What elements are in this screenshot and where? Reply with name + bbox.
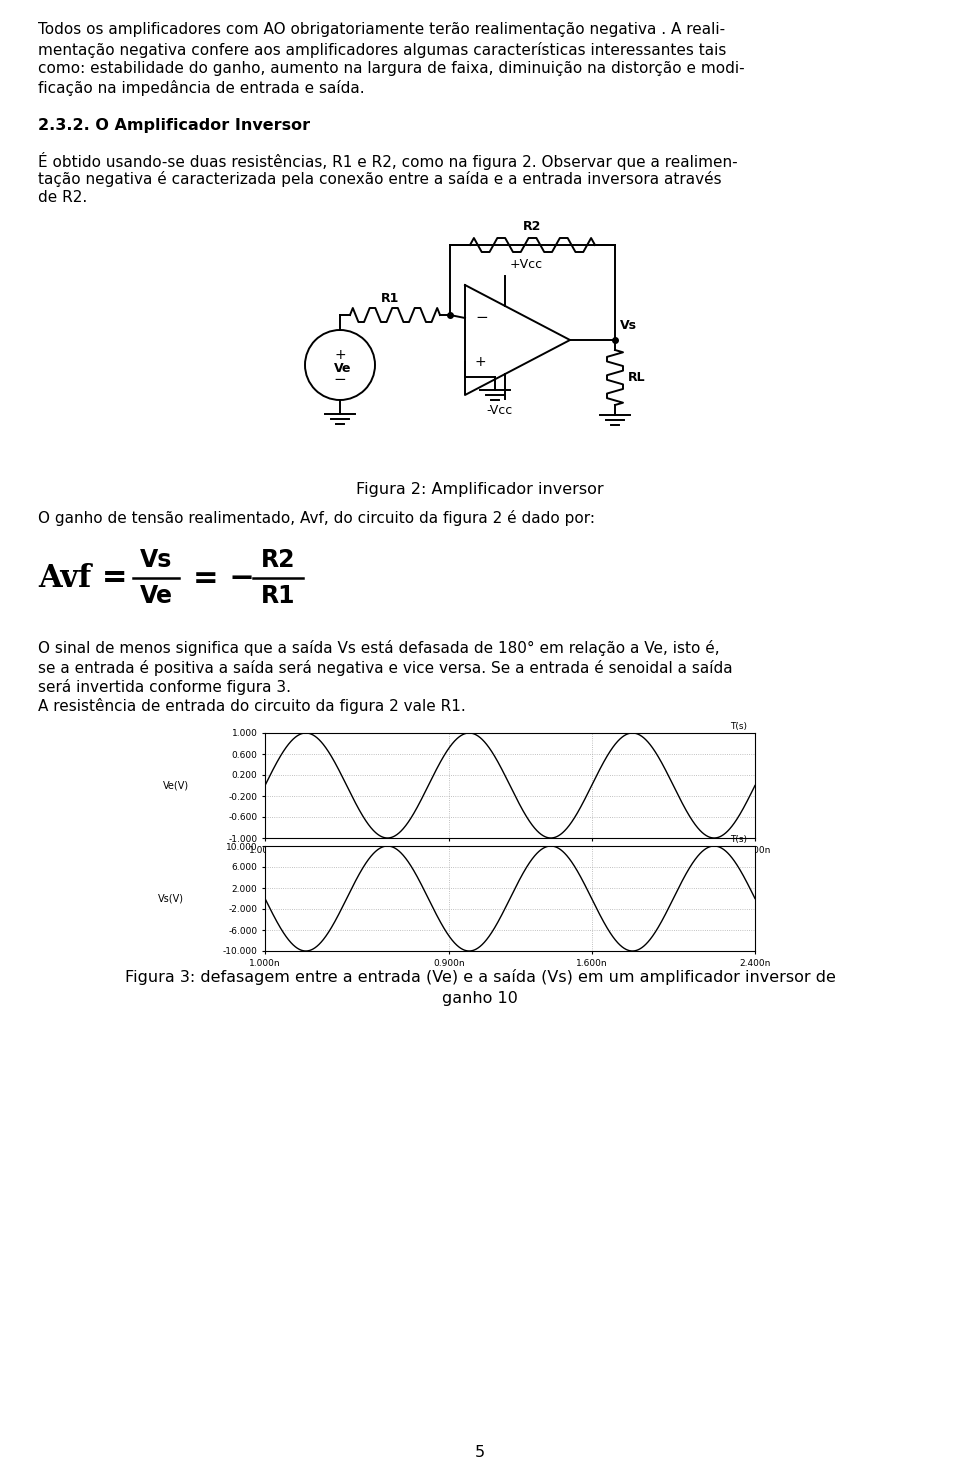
Text: -Vcc: -Vcc <box>487 403 513 417</box>
Text: ganho 10: ganho 10 <box>442 990 518 1005</box>
Text: R2: R2 <box>523 220 541 233</box>
Text: Figura 3: defasagem entre a entrada (Ve) e a saída (Vs) em um amplificador inver: Figura 3: defasagem entre a entrada (Ve)… <box>125 970 835 984</box>
Text: Vs: Vs <box>140 549 172 572</box>
Y-axis label: Vs(V): Vs(V) <box>157 893 183 904</box>
Text: Todos os amplificadores com AO obrigatoriamente terão realimentação negativa . A: Todos os amplificadores com AO obrigator… <box>38 22 725 37</box>
Text: R1: R1 <box>261 584 296 607</box>
Text: 2.3.2. O Amplificador Inversor: 2.3.2. O Amplificador Inversor <box>38 117 310 133</box>
Text: 5: 5 <box>475 1445 485 1460</box>
Text: de R2.: de R2. <box>38 191 87 205</box>
Text: A resistência de entrada do circuito da figura 2 vale R1.: A resistência de entrada do circuito da … <box>38 698 466 714</box>
Text: T(s): T(s) <box>730 835 747 844</box>
Text: Ve: Ve <box>334 361 351 374</box>
Text: +: + <box>334 348 346 362</box>
Text: É obtido usando-se duas resistências, R1 e R2, como na figura 2. Observar que a : É obtido usando-se duas resistências, R1… <box>38 151 737 170</box>
Text: Figura 2: Amplificador inversor: Figura 2: Amplificador inversor <box>356 483 604 497</box>
Text: +: + <box>475 355 487 370</box>
Text: R1: R1 <box>381 292 399 305</box>
Text: O sinal de menos significa que a saída Vs está defasada de 180° em relação a Ve,: O sinal de menos significa que a saída V… <box>38 640 720 656</box>
Text: = −: = − <box>193 563 254 593</box>
Text: mentação negativa confere aos amplificadores algumas características interessant: mentação negativa confere aos amplificad… <box>38 41 727 57</box>
Text: RL: RL <box>628 371 646 384</box>
Text: T(s): T(s) <box>730 722 747 731</box>
Text: +Vcc: +Vcc <box>510 258 543 271</box>
Text: R2: R2 <box>261 549 296 572</box>
Text: Ve: Ve <box>139 584 173 607</box>
Text: −: − <box>475 311 488 326</box>
Text: tação negativa é caracterizada pela conexão entre a saída e a entrada inversora : tação negativa é caracterizada pela cone… <box>38 172 722 186</box>
Text: O ganho de tensão realimentado, Avf, do circuito da figura 2 é dado por:: O ganho de tensão realimentado, Avf, do … <box>38 511 595 527</box>
Text: Avf =: Avf = <box>38 562 128 594</box>
Y-axis label: Ve(V): Ve(V) <box>163 780 189 791</box>
Text: como: estabilidade do ganho, aumento na largura de faixa, diminuição na distorçã: como: estabilidade do ganho, aumento na … <box>38 62 745 76</box>
Text: −: − <box>334 371 347 386</box>
Text: Vs: Vs <box>620 318 637 332</box>
Text: será invertida conforme figura 3.: será invertida conforme figura 3. <box>38 679 291 695</box>
Text: se a entrada é positiva a saída será negativa e vice versa. Se a entrada é senoi: se a entrada é positiva a saída será neg… <box>38 660 732 675</box>
Text: ficação na impedância de entrada e saída.: ficação na impedância de entrada e saída… <box>38 81 365 97</box>
